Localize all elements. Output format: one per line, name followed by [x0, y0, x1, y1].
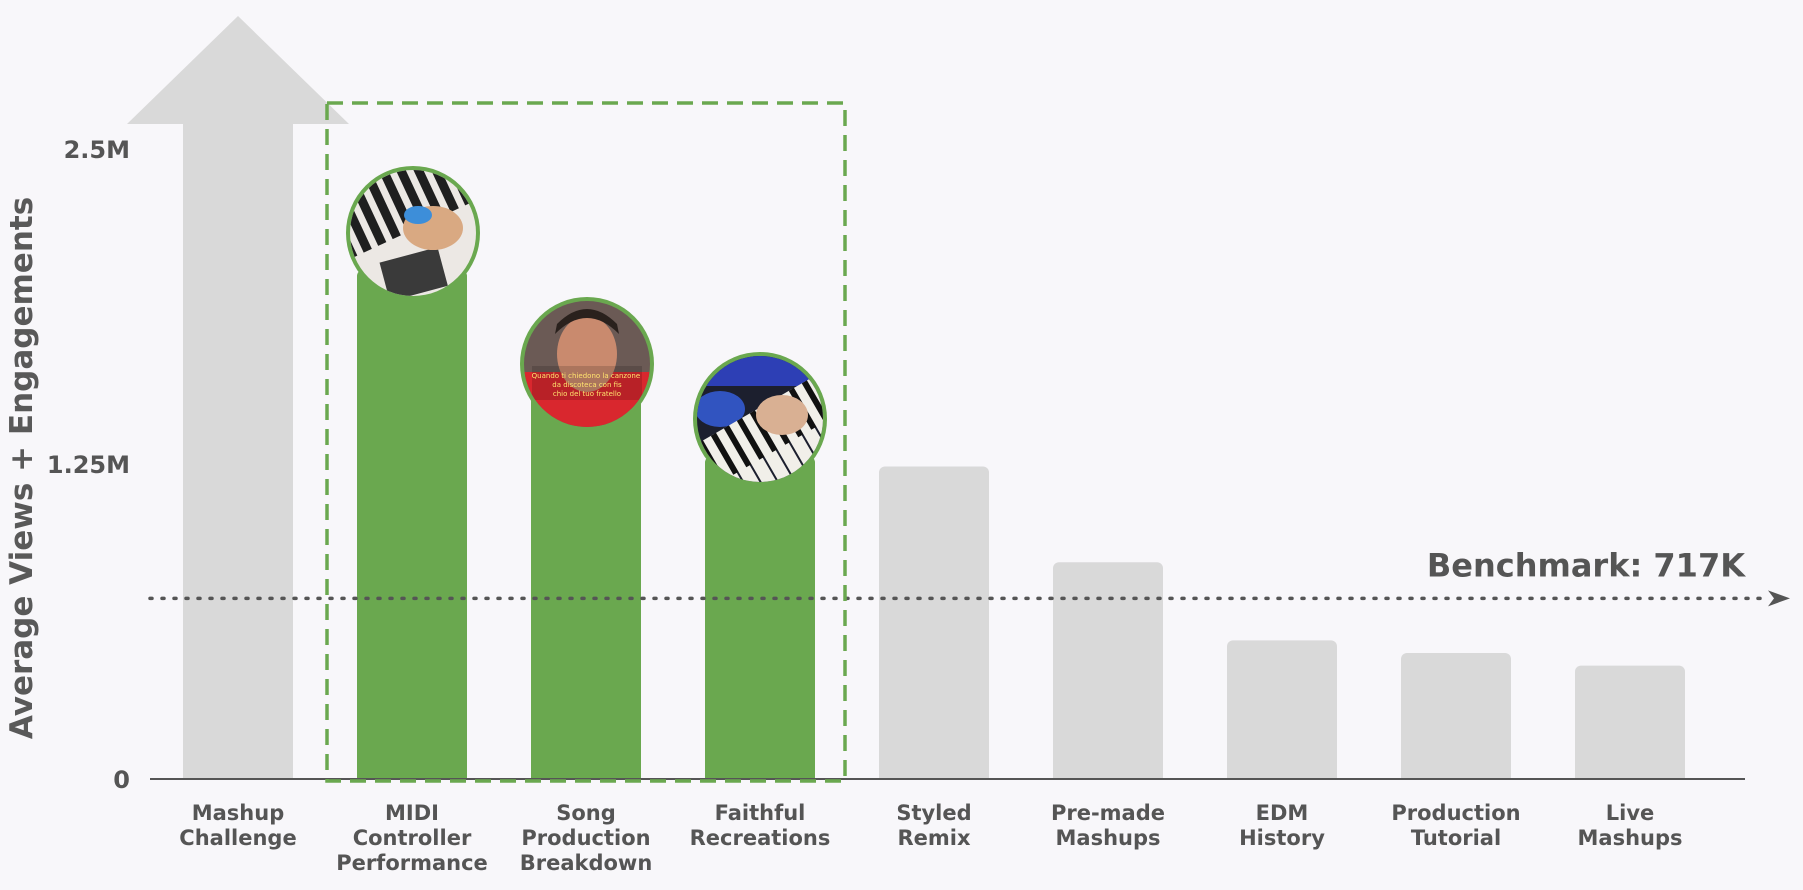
category-label: Pre-made Mashups [1051, 801, 1165, 850]
y-tick-label: 2.5M [64, 136, 130, 164]
bar-highlighted [531, 388, 641, 779]
category-label: Live Mashups [1578, 801, 1683, 850]
bar-highlighted [357, 269, 467, 779]
bar-base [1575, 771, 1685, 779]
category-label: EDM History [1239, 801, 1325, 850]
bar-base [1053, 771, 1163, 779]
bar-base [1401, 771, 1511, 779]
bar [1053, 562, 1163, 779]
bar-highlighted [705, 456, 815, 779]
highlight-layer [325, 101, 847, 783]
category-label: Styled Remix [896, 801, 971, 850]
highlight-box [325, 101, 847, 783]
bar [1401, 653, 1511, 779]
category-label: Mashup Challenge [179, 801, 296, 850]
bar [879, 466, 989, 779]
bar-base [705, 771, 815, 779]
bar-base [357, 771, 467, 779]
category-label: Song Production Breakdown [520, 801, 653, 875]
y-axis-label: Average Views + Engagements [4, 197, 40, 739]
benchmark-layer: Benchmark: 717K [148, 546, 1790, 607]
bar-base [879, 771, 989, 779]
bar-base [1227, 771, 1337, 779]
bars-layer [127, 16, 1685, 779]
y-tick-label: 0 [113, 766, 130, 794]
y-tick-label: 1.25M [47, 451, 130, 479]
category-label: Faithful Recreations [690, 801, 831, 850]
category-label: Production Tutorial [1391, 801, 1520, 850]
category-label: MIDI Controller Performance [336, 801, 488, 875]
x-category-labels: Mashup Challenge MIDI Controller Performance… [179, 801, 1682, 875]
piano-keys-photo [346, 166, 480, 300]
bar-base [531, 771, 641, 779]
y-tick-labels: 0 1.25M 2.5M [47, 136, 130, 794]
bar [1227, 640, 1337, 779]
benchmark-arrowhead [1768, 590, 1790, 607]
bar-off-scale-arrow [127, 16, 349, 779]
benchmark-label: Benchmark: 717K [1427, 546, 1746, 584]
thumbnail-caption: Quando ti chiedono la canzone da discote… [532, 372, 643, 398]
bar [1575, 665, 1685, 779]
